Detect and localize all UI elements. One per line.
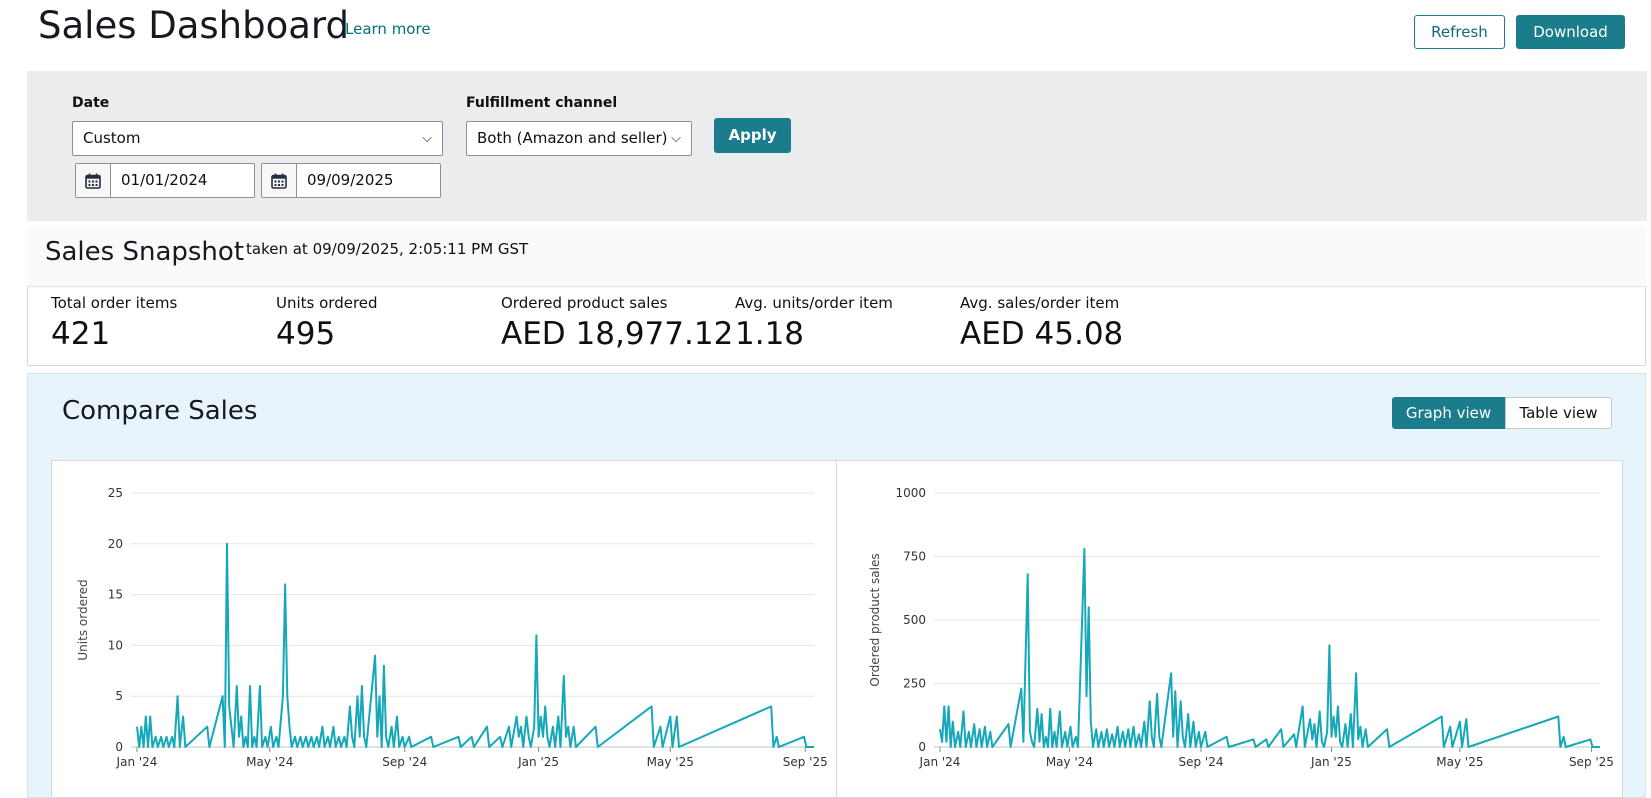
x-tick-label: Jan '25 xyxy=(517,755,559,769)
snapshot-timestamp: taken at 09/09/2025, 2:05:11 PM GST xyxy=(246,240,529,258)
x-tick-label: May '25 xyxy=(1436,755,1483,769)
date-label: Date xyxy=(72,95,110,111)
y-tick-label: 0 xyxy=(918,740,926,754)
x-tick-label: Sep '25 xyxy=(783,755,828,769)
y-axis-title: Ordered product sales xyxy=(868,553,882,686)
graph-view-tab[interactable]: Graph view xyxy=(1392,397,1505,429)
date-range-select[interactable]: Custom ⌵ xyxy=(72,121,443,156)
y-tick-label: 5 xyxy=(115,689,123,703)
chart-divider xyxy=(836,460,837,798)
calendar-icon[interactable] xyxy=(76,164,111,197)
metric-label: Units ordered xyxy=(276,294,378,312)
y-tick-label: 10 xyxy=(108,638,123,652)
sales-snapshot-header xyxy=(27,226,1646,287)
end-date-field[interactable]: 09/09/2025 xyxy=(261,163,441,198)
chevron-down-icon: ⌵ xyxy=(671,131,681,146)
apply-button[interactable]: Apply xyxy=(714,118,791,153)
y-tick-label: 0 xyxy=(115,740,123,754)
x-tick-label: Jan '24 xyxy=(919,755,961,769)
compare-sales-title: Compare Sales xyxy=(62,396,258,426)
fulfillment-channel-label: Fulfillment channel xyxy=(466,95,618,111)
fulfillment-channel-value: Both (Amazon and seller) xyxy=(477,129,668,147)
y-tick-label: 25 xyxy=(108,486,123,500)
end-date-value[interactable]: 09/09/2025 xyxy=(307,171,394,189)
x-tick-label: Sep '24 xyxy=(1179,755,1224,769)
series-line xyxy=(939,547,1600,748)
y-tick-label: 750 xyxy=(903,550,926,564)
series-line xyxy=(136,542,814,748)
metric-value: AED 45.08 xyxy=(960,316,1124,352)
start-date-field[interactable]: 01/01/2024 xyxy=(75,163,255,198)
x-tick-label: May '24 xyxy=(246,755,293,769)
metric-label: Avg. sales/order item xyxy=(960,294,1120,312)
learn-more-link[interactable]: Learn more xyxy=(345,20,431,38)
metric-label: Avg. units/order item xyxy=(735,294,893,312)
x-tick-label: Sep '24 xyxy=(382,755,427,769)
metric-label: Ordered product sales xyxy=(501,294,668,312)
x-tick-label: May '24 xyxy=(1046,755,1093,769)
x-tick-label: Jan '24 xyxy=(116,755,158,769)
metric-value: 495 xyxy=(276,316,336,352)
chevron-down-icon: ⌵ xyxy=(422,131,432,146)
table-view-tab[interactable]: Table view xyxy=(1505,397,1612,429)
ordered-product-sales-chart: 0 250 500 750 1000 Jan '24 May '24 Sep '24 Jan '… xyxy=(868,486,1614,769)
calendar-icon[interactable] xyxy=(262,164,297,197)
x-tick-label: May '25 xyxy=(647,755,694,769)
x-tick-label: Jan '25 xyxy=(1310,755,1352,769)
y-tick-label: 1000 xyxy=(895,486,926,500)
y-tick-label: 500 xyxy=(903,613,926,627)
fulfillment-channel-select[interactable]: Both (Amazon and seller) ⌵ xyxy=(466,121,692,156)
metric-value: 1.18 xyxy=(735,316,805,352)
metric-label: Total order items xyxy=(51,294,178,312)
page-title: Sales Dashboard xyxy=(38,4,349,47)
units-ordered-chart: 0 5 10 15 20 25 Jan '24 May '24 Sep '24 Jan '25 Ma… xyxy=(76,486,828,769)
download-button[interactable]: Download xyxy=(1516,15,1625,49)
x-tick-label: Sep '25 xyxy=(1569,755,1614,769)
metric-value: AED 18,977.12 xyxy=(501,316,734,352)
metric-value: 421 xyxy=(51,316,111,352)
y-tick-label: 20 xyxy=(108,537,123,551)
start-date-value[interactable]: 01/01/2024 xyxy=(121,171,208,189)
refresh-button[interactable]: Refresh xyxy=(1414,15,1505,49)
y-tick-label: 250 xyxy=(903,677,926,691)
sales-snapshot-title: Sales Snapshot xyxy=(45,237,245,267)
date-range-value: Custom xyxy=(83,129,141,147)
y-tick-label: 15 xyxy=(108,588,123,602)
y-axis-title: Units ordered xyxy=(76,579,90,660)
